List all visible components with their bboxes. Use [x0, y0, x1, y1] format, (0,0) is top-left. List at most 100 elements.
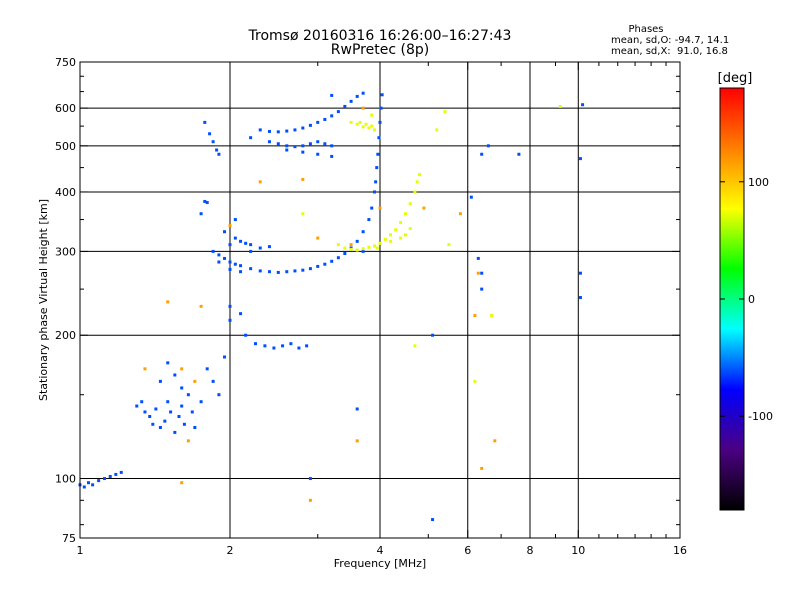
- data-point: [417, 173, 421, 177]
- data-point: [336, 110, 340, 114]
- y-tick-label: 300: [55, 245, 76, 258]
- data-point: [367, 126, 371, 130]
- data-point: [323, 117, 327, 121]
- data-point: [119, 470, 123, 474]
- y-tick-label: 600: [55, 102, 76, 115]
- stats-line-x: mean, sd,X: 91.0, 16.8: [611, 46, 728, 57]
- data-point: [186, 439, 190, 443]
- x-axis-label: Frequency [MHz]: [334, 557, 426, 570]
- data-point: [422, 206, 426, 210]
- data-point: [373, 190, 377, 194]
- data-point: [293, 128, 297, 132]
- data-point: [493, 439, 497, 443]
- data-point: [180, 481, 184, 485]
- colorbar-ticks: 100 0 -100: [720, 176, 773, 423]
- y-tick-label: 75: [62, 532, 76, 545]
- data-point: [378, 120, 382, 124]
- data-point: [578, 157, 582, 161]
- data-point: [203, 120, 207, 124]
- data-point: [415, 180, 419, 184]
- data-point: [253, 342, 257, 346]
- data-point: [228, 243, 232, 247]
- y-axis-ticks: 75 100 200 300 400 500 600 750: [55, 56, 680, 545]
- data-point: [447, 243, 451, 247]
- x-tick-label: 16: [673, 544, 687, 557]
- data-point: [349, 243, 353, 247]
- data-point: [97, 479, 101, 483]
- data-point: [435, 128, 439, 132]
- data-point: [316, 236, 320, 240]
- data-point: [308, 267, 312, 271]
- data-point: [301, 212, 305, 216]
- data-point: [443, 110, 447, 114]
- data-point: [431, 333, 435, 337]
- data-point: [330, 144, 334, 148]
- data-point: [267, 129, 271, 133]
- data-point: [285, 270, 289, 274]
- data-point: [199, 400, 203, 404]
- data-point: [336, 243, 340, 247]
- data-point: [211, 249, 215, 253]
- data-point: [135, 404, 139, 408]
- data-point: [199, 304, 203, 308]
- data-point: [233, 236, 237, 240]
- data-point: [180, 386, 184, 390]
- data-point: [373, 244, 377, 248]
- x-tick-label: 8: [527, 544, 534, 557]
- data-point: [316, 140, 320, 144]
- x-axis-ticks: 1 2 4 6 8 10 16: [77, 62, 687, 557]
- data-point: [358, 120, 362, 124]
- data-point: [413, 344, 417, 348]
- data-point: [267, 140, 271, 144]
- data-point: [173, 373, 177, 377]
- data-point: [244, 241, 248, 245]
- data-point: [458, 212, 462, 216]
- data-point: [281, 344, 285, 348]
- data-point: [301, 144, 305, 148]
- data-point: [258, 128, 262, 132]
- data-point: [376, 152, 380, 156]
- data-point: [578, 271, 582, 275]
- data-point: [249, 136, 253, 140]
- data-point: [239, 239, 243, 243]
- data-point: [581, 103, 585, 107]
- data-point: [558, 104, 562, 108]
- data-point: [233, 262, 237, 266]
- data-point: [367, 245, 371, 249]
- data-point: [517, 152, 521, 156]
- data-point: [267, 245, 271, 249]
- data-point: [301, 268, 305, 272]
- data-point: [239, 270, 243, 274]
- data-point: [158, 379, 162, 383]
- data-point: [272, 346, 276, 350]
- data-point: [374, 180, 378, 184]
- data-point: [276, 130, 280, 134]
- data-point: [361, 106, 365, 110]
- data-point: [361, 247, 365, 251]
- colorbar-tick-label: 100: [748, 176, 769, 189]
- data-point: [361, 91, 365, 95]
- data-point: [375, 246, 379, 250]
- data-point: [217, 152, 221, 156]
- data-point: [399, 236, 403, 240]
- data-point: [316, 152, 320, 156]
- data-point: [82, 485, 86, 489]
- data-point: [301, 150, 305, 154]
- data-point: [182, 422, 186, 426]
- x-tick-label: 1: [77, 544, 84, 557]
- data-point: [316, 120, 320, 124]
- data-point: [103, 477, 107, 481]
- data-point: [355, 122, 359, 126]
- data-point: [367, 218, 371, 222]
- data-point: [490, 314, 494, 318]
- data-point: [217, 393, 221, 397]
- data-point: [91, 483, 95, 487]
- data-point: [223, 355, 227, 359]
- data-point: [193, 425, 197, 429]
- data-point: [349, 99, 353, 103]
- data-point: [143, 367, 147, 371]
- data-point: [258, 269, 262, 273]
- data-points: [78, 91, 585, 522]
- data-point: [239, 264, 243, 268]
